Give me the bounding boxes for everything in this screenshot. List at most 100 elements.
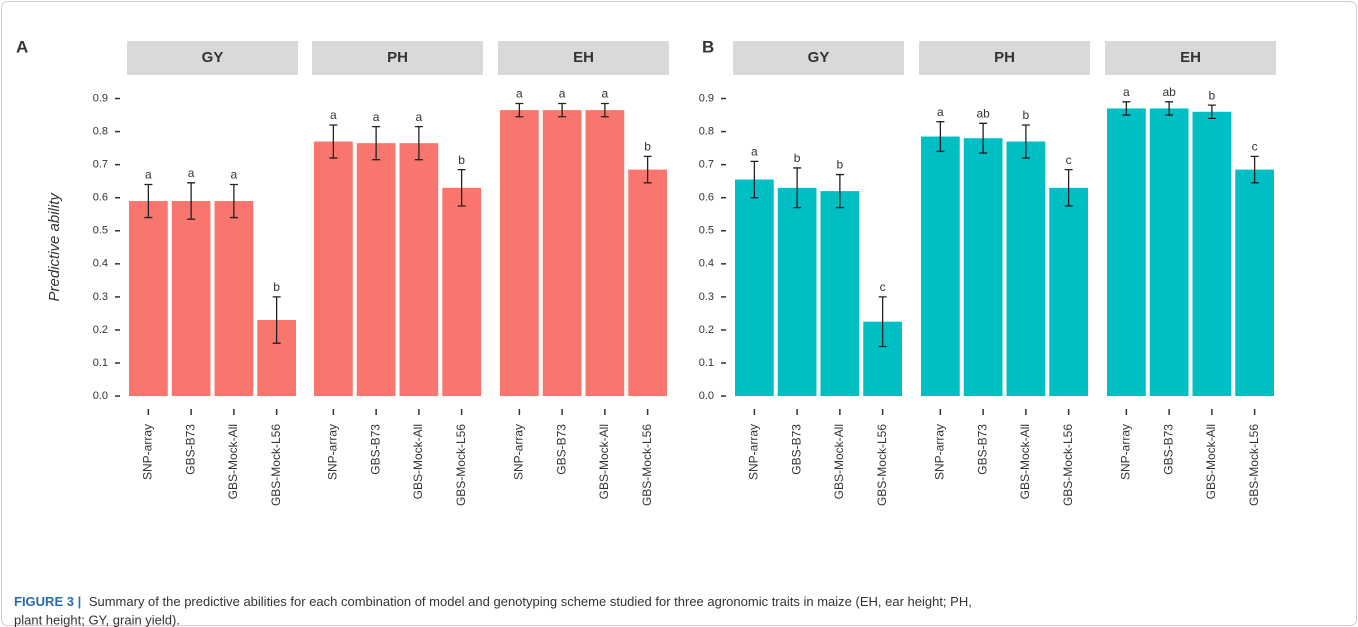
y-tick-label: 0.1 (93, 357, 108, 369)
y-tick-label: 0.4 (699, 258, 714, 270)
bar (1107, 108, 1146, 397)
bar (1006, 141, 1046, 397)
panel-label: A (16, 37, 28, 56)
facet-title: GY (808, 49, 830, 66)
y-tick-label: 0.0 (93, 390, 108, 402)
facet-title: EH (573, 49, 594, 66)
significance-letter: a (145, 168, 152, 182)
significance-letter: c (880, 280, 886, 294)
caption-text: plant height; GY, grain yield). (14, 612, 180, 627)
x-tick-label: GBS-Mock-All (597, 424, 611, 499)
bar (963, 138, 1003, 397)
y-tick-label: 0.4 (93, 258, 108, 270)
error-bar (600, 102, 609, 118)
bar (820, 191, 860, 397)
significance-letter: a (231, 168, 238, 182)
error-bar (558, 102, 567, 118)
y-tick-label: 0.1 (699, 357, 714, 369)
caption-text: Summary of the predictive abilities for … (89, 594, 972, 609)
significance-letter: ab (976, 106, 990, 120)
significance-letter: a (602, 87, 609, 101)
y-tick-label: 0.5 (699, 225, 714, 237)
error-bar (372, 125, 381, 161)
significance-letter: a (516, 87, 523, 101)
x-tick-label: GBS-Mock-L56 (875, 424, 889, 506)
y-tick-label: 0.9 (699, 92, 714, 104)
significance-letter: b (1209, 88, 1216, 102)
significance-letter: b (458, 153, 465, 167)
bar (1192, 111, 1232, 397)
x-tick-label: GBS-B73 (975, 424, 989, 475)
y-tick-label: 0.5 (93, 225, 108, 237)
facet-title: PH (994, 49, 1015, 66)
significance-letter: b (1023, 108, 1030, 122)
error-bar (329, 124, 338, 159)
panel-label: B (702, 37, 714, 56)
error-bar (793, 167, 802, 209)
error-bar (1122, 101, 1131, 116)
bar (314, 141, 353, 397)
significance-letter: a (330, 108, 337, 122)
significance-letter: a (1123, 85, 1130, 99)
facet-title: EH (1180, 49, 1201, 66)
error-bar (144, 183, 153, 219)
x-tick-label: GBS-B73 (789, 424, 803, 475)
facet-strip (919, 41, 1090, 75)
bar (735, 179, 774, 397)
bar (171, 201, 211, 397)
bar (1049, 187, 1088, 397)
bar (356, 143, 396, 397)
error-bar (1207, 104, 1216, 120)
x-tick-label: GBS-B73 (183, 424, 197, 475)
significance-letter: a (188, 166, 195, 180)
bar (1149, 108, 1189, 397)
significance-letter: ab (1162, 85, 1176, 99)
bar (777, 187, 817, 397)
bar (1235, 169, 1274, 397)
error-bar (414, 125, 423, 161)
y-tick-label: 0.0 (699, 390, 714, 402)
y-tick-label: 0.7 (93, 159, 108, 171)
facet-strip (127, 41, 298, 75)
significance-letter: b (273, 280, 280, 294)
error-bar (187, 182, 196, 220)
y-tick-label: 0.2 (699, 324, 714, 336)
x-tick-label: SNP-array (933, 424, 947, 480)
bar (399, 143, 439, 397)
x-tick-label: GBS-B73 (368, 424, 382, 475)
x-tick-label: GBS-Mock-L56 (1247, 424, 1261, 506)
significance-letter: a (373, 110, 380, 124)
x-tick-label: GBS-Mock-L56 (454, 424, 468, 506)
significance-letter: a (751, 145, 758, 159)
y-tick-label: 0.8 (699, 125, 714, 137)
y-tick-label: 0.3 (699, 291, 714, 303)
error-bar (643, 155, 652, 184)
facet-strip (1105, 41, 1276, 75)
y-tick-label: 0.3 (93, 291, 108, 303)
error-bar (979, 122, 988, 154)
bar (585, 110, 625, 397)
y-tick-label: 0.6 (699, 192, 714, 204)
error-bar (750, 160, 759, 199)
error-bar (835, 173, 844, 209)
significance-letter: a (937, 105, 944, 119)
x-tick-label: GBS-Mock-L56 (640, 424, 654, 506)
x-tick-label: SNP-array (747, 424, 761, 480)
y-tick-label: 0.2 (93, 324, 108, 336)
facet-title: PH (387, 49, 408, 66)
y-axis-label: Predictive ability (46, 192, 63, 302)
significance-letter: c (1066, 153, 1072, 167)
error-bar (272, 296, 281, 344)
x-tick-label: GBS-B73 (1161, 424, 1175, 475)
x-tick-label: GBS-Mock-All (411, 424, 425, 499)
bar (542, 110, 582, 397)
error-bar (1064, 168, 1073, 207)
significance-letter: b (794, 151, 801, 165)
x-tick-label: SNP-array (141, 424, 155, 480)
x-tick-label: GBS-Mock-L56 (269, 424, 283, 506)
x-tick-label: SNP-array (326, 424, 340, 480)
error-bar (229, 183, 238, 219)
error-bar (515, 102, 524, 118)
x-tick-label: GBS-Mock-All (226, 424, 240, 499)
